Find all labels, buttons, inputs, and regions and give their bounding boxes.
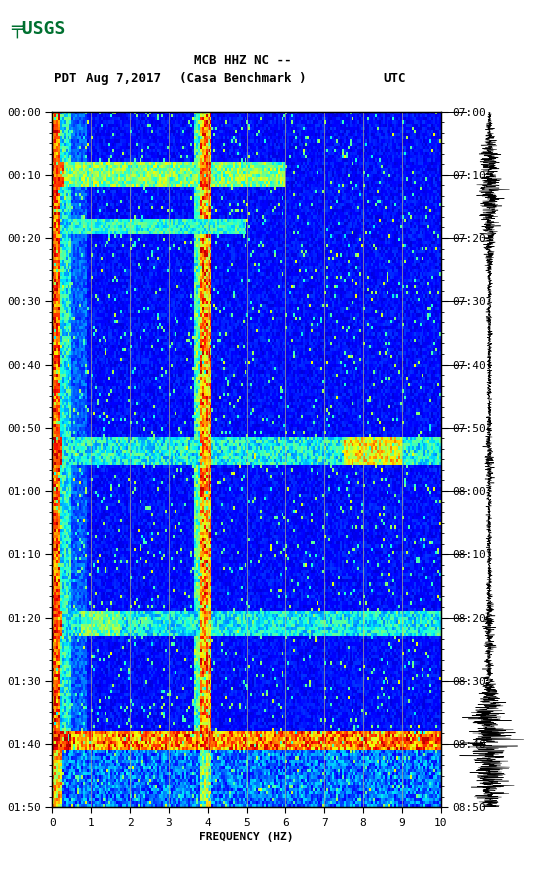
Text: (Casa Benchmark ): (Casa Benchmark )	[179, 72, 306, 85]
Text: PDT: PDT	[54, 72, 77, 85]
Text: Aug 7,2017: Aug 7,2017	[86, 72, 161, 85]
Text: ╤USGS: ╤USGS	[11, 20, 66, 37]
Text: UTC: UTC	[384, 72, 406, 85]
X-axis label: FREQUENCY (HZ): FREQUENCY (HZ)	[199, 832, 294, 842]
Text: MCB HHZ NC --: MCB HHZ NC --	[194, 54, 291, 67]
